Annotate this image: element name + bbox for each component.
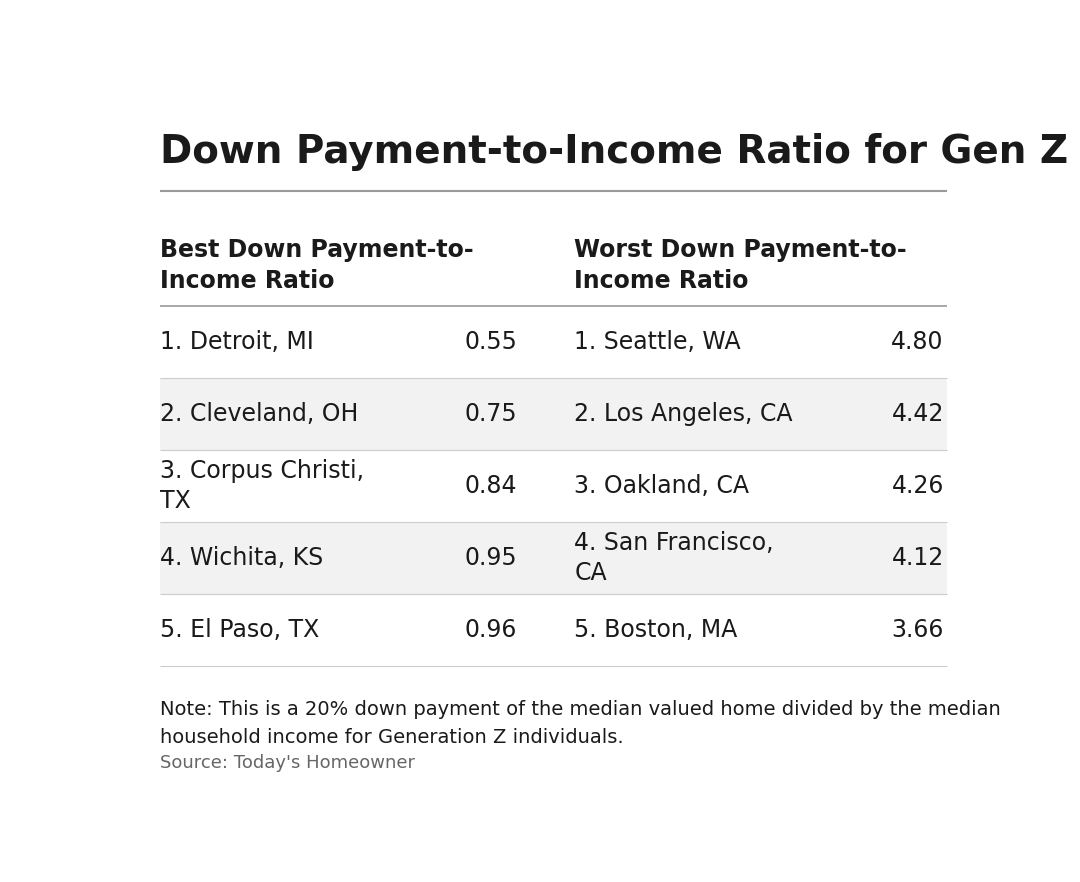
Text: 5. Boston, MA: 5. Boston, MA (575, 618, 738, 642)
Text: 2. Los Angeles, CA: 2. Los Angeles, CA (575, 402, 793, 426)
Text: 4.42: 4.42 (891, 402, 944, 426)
Text: 3. Oakland, CA: 3. Oakland, CA (575, 475, 750, 498)
Text: 0.84: 0.84 (464, 475, 517, 498)
Text: 4.26: 4.26 (891, 475, 944, 498)
Text: 4. San Francisco,
CA: 4. San Francisco, CA (575, 531, 774, 585)
Bar (160, 306, 947, 378)
Text: Note: This is a 20% down payment of the median valued home divided by the median: Note: This is a 20% down payment of the … (160, 700, 1001, 747)
Text: Best Down Payment-to-
Income Ratio: Best Down Payment-to- Income Ratio (160, 237, 474, 293)
Text: 0.75: 0.75 (464, 402, 517, 426)
Text: 1. Detroit, MI: 1. Detroit, MI (160, 330, 314, 355)
Text: 0.55: 0.55 (464, 330, 517, 355)
Text: 4. Wichita, KS: 4. Wichita, KS (160, 546, 323, 570)
Text: Source: Today's Homeowner: Source: Today's Homeowner (160, 754, 415, 773)
Text: 0.95: 0.95 (464, 546, 517, 570)
Bar (160, 450, 947, 522)
Text: 2. Cleveland, OH: 2. Cleveland, OH (160, 402, 359, 426)
Bar (160, 378, 947, 450)
Text: 3. Corpus Christi,
TX: 3. Corpus Christi, TX (160, 460, 364, 513)
Bar (160, 522, 947, 594)
Text: Worst Down Payment-to-
Income Ratio: Worst Down Payment-to- Income Ratio (575, 237, 907, 293)
Text: 1. Seattle, WA: 1. Seattle, WA (575, 330, 741, 355)
Text: 3.66: 3.66 (891, 618, 944, 642)
Text: 4.12: 4.12 (891, 546, 944, 570)
Bar (160, 594, 947, 666)
Text: 5. El Paso, TX: 5. El Paso, TX (160, 618, 320, 642)
Text: 0.96: 0.96 (464, 618, 517, 642)
Text: 4.80: 4.80 (891, 330, 944, 355)
Text: Down Payment-to-Income Ratio for Gen Z: Down Payment-to-Income Ratio for Gen Z (160, 133, 1068, 171)
